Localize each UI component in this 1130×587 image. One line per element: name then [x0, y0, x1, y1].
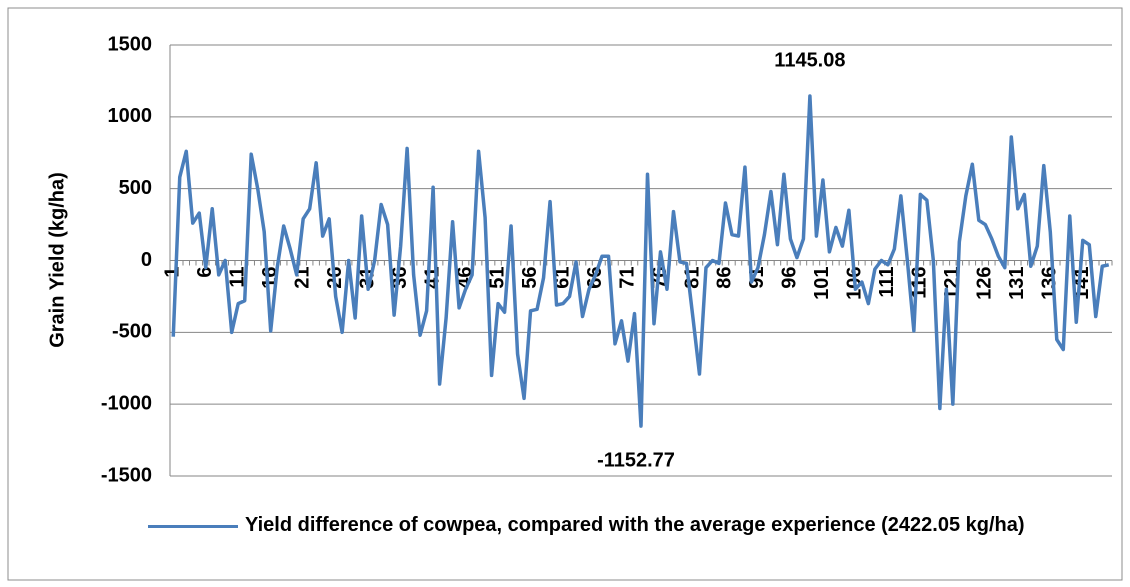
- x-tick-label: 51: [486, 267, 508, 289]
- x-tick-label: 36: [389, 267, 411, 289]
- x-tick-label: 111: [876, 267, 898, 298]
- x-tick-label: 71: [616, 267, 638, 289]
- x-tick-label: 6: [194, 267, 216, 278]
- data-label: 1145.08: [774, 49, 845, 71]
- y-tick-label: -500: [112, 321, 152, 343]
- y-tick-label: 1500: [108, 33, 153, 55]
- y-tick-label: 500: [119, 177, 152, 199]
- x-tick-label: 1: [162, 267, 184, 278]
- x-tick-label: 101: [811, 267, 833, 300]
- legend-label: Yield difference of cowpea, compared wit…: [245, 514, 1025, 536]
- x-tick-label: 86: [714, 267, 736, 289]
- series-line: [171, 94, 1110, 428]
- y-tick-label: -1500: [101, 464, 152, 486]
- x-tick-label: 141: [1071, 267, 1093, 300]
- y-tick-label: 0: [141, 249, 152, 271]
- x-tick-label: 46: [454, 267, 476, 289]
- y-axis-title: Grain Yield (kg/ha): [46, 172, 68, 348]
- data-label: -1152.77: [597, 449, 675, 471]
- x-tick-label: 96: [779, 267, 801, 289]
- y-tick-label: 1000: [108, 105, 153, 127]
- x-tick-label: 56: [519, 267, 541, 289]
- x-tick-label: 126: [974, 267, 996, 300]
- legend-swatch: [148, 525, 238, 528]
- x-tick-label: 131: [1006, 267, 1028, 300]
- x-tick-label: 81: [681, 267, 703, 289]
- y-tick-label: -1000: [101, 392, 152, 414]
- x-tick-label: 11: [226, 267, 248, 288]
- x-tick-label: 41: [421, 267, 443, 289]
- x-tick-label: 136: [1039, 267, 1061, 300]
